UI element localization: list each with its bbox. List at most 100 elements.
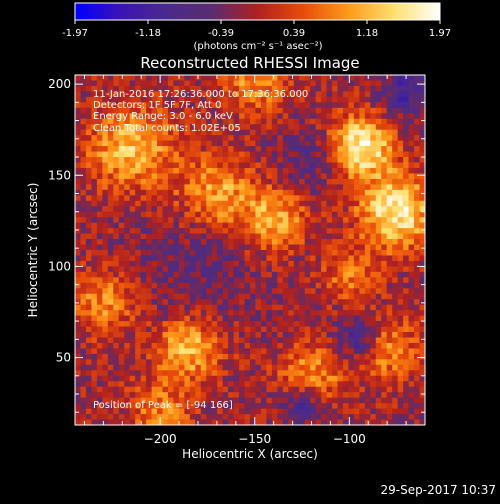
heatmap-cell [189, 293, 196, 300]
heatmap-cell [397, 255, 404, 262]
heatmap-cell [129, 342, 136, 349]
heatmap-cell [260, 299, 267, 305]
heatmap-cell [299, 397, 305, 404]
heatmap-cell [162, 293, 169, 300]
heatmap-cell [370, 178, 377, 185]
heatmap-cell [326, 370, 333, 377]
heatmap-cell [310, 162, 316, 169]
heatmap-cell [364, 271, 371, 278]
heatmap-cell [277, 244, 284, 251]
heatmap-cell [244, 282, 251, 289]
heatmap-cell [370, 419, 377, 426]
heatmap-cell [364, 140, 371, 147]
heatmap-cell [102, 250, 109, 256]
heatmap-cell [419, 288, 426, 295]
heatmap-cell [146, 129, 152, 136]
heatmap-cell [233, 113, 240, 120]
heatmap-cell [419, 310, 426, 316]
heatmap-cell [200, 228, 207, 234]
heatmap-cell [244, 321, 251, 327]
heatmap-cell [178, 239, 185, 245]
heatmap-cell [233, 233, 240, 240]
heatmap-cell [337, 332, 344, 338]
heatmap-cell [408, 178, 415, 185]
heatmap-cell [140, 375, 147, 382]
heatmap-cell [353, 408, 360, 415]
heatmap-cell [200, 129, 207, 136]
heatmap-cell [255, 167, 262, 174]
heatmap-cell [403, 228, 409, 234]
heatmap-cell [359, 392, 366, 398]
heatmap-cell [419, 332, 426, 338]
heatmap-cell [266, 271, 273, 278]
heatmap-cell [348, 348, 355, 355]
heatmap-cell [129, 195, 136, 202]
heatmap-cell [107, 277, 114, 284]
heatmap-cell [250, 315, 256, 322]
heatmap-cell [260, 397, 267, 404]
heatmap-cell [75, 222, 81, 229]
heatmap-cell [222, 282, 229, 289]
heatmap-cell [255, 195, 262, 202]
heatmap-cell [370, 91, 377, 98]
heatmap-cell [364, 414, 371, 420]
heatmap-cell [315, 162, 322, 169]
heatmap-cell [85, 118, 92, 125]
heatmap-cell [337, 260, 344, 267]
heatmap-cell [250, 397, 256, 404]
heatmap-cell [173, 75, 180, 81]
heatmap-cell [113, 299, 120, 305]
heatmap-cell [392, 375, 398, 382]
heatmap-cell [359, 419, 366, 426]
heatmap-cell [113, 107, 120, 114]
heatmap-cell [173, 353, 180, 360]
heatmap-cell [353, 266, 360, 273]
heatmap-cell [140, 217, 147, 223]
heatmap-cell [178, 321, 185, 327]
heatmap-cell [129, 146, 136, 152]
heatmap-cell [244, 140, 251, 147]
heatmap-cell [381, 353, 388, 360]
heatmap-cell [75, 381, 81, 388]
heatmap-cell [392, 299, 398, 305]
heatmap-cell [282, 310, 289, 316]
heatmap-cell [228, 364, 234, 371]
heatmap-cell [167, 332, 174, 338]
heatmap-cell [140, 266, 147, 273]
heatmap-cell [288, 277, 295, 284]
heatmap-cell [233, 206, 240, 213]
heatmap-cell [277, 233, 284, 240]
heatmap-cell [397, 408, 404, 415]
heatmap-cell [233, 124, 240, 130]
heatmap-cell [375, 271, 382, 278]
heatmap-cell [157, 129, 163, 136]
heatmap-cell [200, 326, 207, 333]
heatmap-cell [266, 255, 273, 262]
heatmap-cell [299, 222, 305, 229]
heatmap-cell [217, 392, 223, 398]
heatmap-cell [414, 321, 420, 327]
heatmap-cell [364, 342, 371, 349]
heatmap-cell [353, 85, 360, 92]
heatmap-cell [244, 228, 251, 234]
heatmap-cell [342, 255, 349, 262]
heatmap-cell [222, 381, 229, 388]
heatmap-cell [266, 96, 273, 103]
heatmap-cell [222, 173, 229, 180]
heatmap-cell [189, 157, 196, 163]
heatmap-cell [228, 107, 234, 114]
heatmap-cell [217, 96, 223, 103]
heatmap-cell [260, 195, 267, 202]
heatmap-cell [403, 96, 409, 103]
heatmap-cell [271, 129, 278, 136]
heatmap-cell [403, 102, 409, 109]
heatmap-cell [217, 157, 223, 163]
heatmap-cell [386, 135, 393, 141]
heatmap-cell [342, 85, 349, 92]
heatmap-cell [271, 140, 278, 147]
heatmap-cell [151, 288, 158, 295]
heatmap-cell [118, 250, 125, 256]
heatmap-cell [80, 299, 87, 305]
heatmap-cell [250, 310, 256, 316]
heatmap-cell [332, 353, 338, 360]
